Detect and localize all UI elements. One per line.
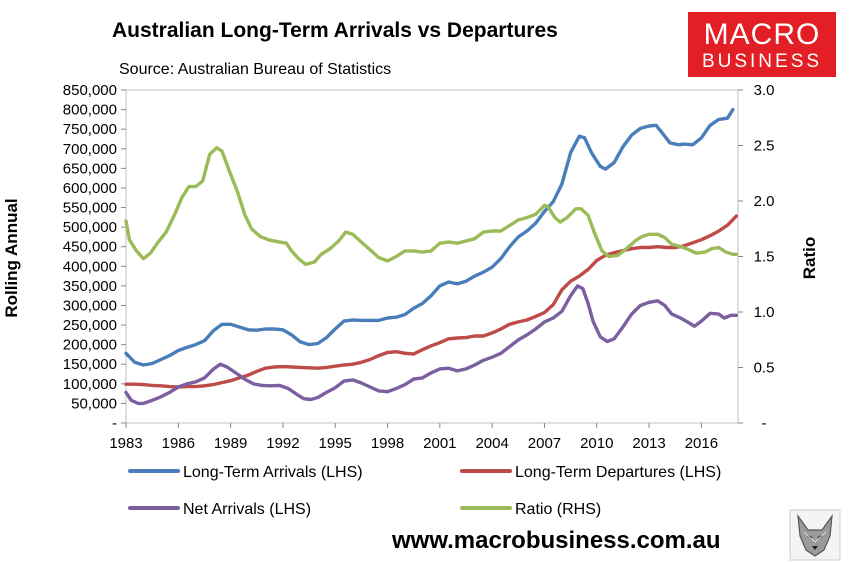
macrobusiness-logo: MACRO BUSINESS [688,12,836,77]
y-right-tick-label: 2.5 [754,138,775,155]
series-line-long-term-arrivals [124,107,735,367]
y-axis-left-title: Rolling Annual [2,198,21,317]
chart-title: Australian Long-Term Arrivals vs Departu… [112,19,558,42]
y-left-tick-label: - [112,415,117,432]
y-right-tick-label: 1.5 [754,249,775,266]
series-line-long-term-departures [124,214,738,389]
y-left-tick-label: 350,000 [63,278,117,295]
wolf-icon [789,509,841,561]
y-right-tick-label: 3.0 [754,82,775,99]
y-left-tick-label: 150,000 [63,356,117,373]
x-tick-label: 1995 [319,435,352,452]
x-tick-label: 2013 [632,435,665,452]
x-tick-label: 1992 [266,435,299,452]
logo-background [688,12,836,77]
y-left-tick-label: 500,000 [63,219,117,236]
website-url: www.macrobusiness.com.au [391,527,721,554]
x-tick-label: 2001 [423,435,456,452]
y-left-tick-label: 750,000 [63,121,117,138]
y-left-tick-label: 100,000 [63,376,117,393]
x-tick-label: 1986 [162,435,195,452]
x-tick-label: 2016 [685,435,718,452]
y-right-tick-label: 1.0 [754,304,775,321]
y-right-tick-label: - [762,415,767,432]
y-left-tick-label: 600,000 [63,180,117,197]
y-left-tick-label: 450,000 [63,239,117,256]
y-left-tick-label: 700,000 [63,141,117,158]
x-axis: 1983 1986 1989 1992 1995 1998 2001 2004 2007 2010… [109,423,718,452]
x-tick-label: 1998 [371,435,404,452]
x-tick-label: 1983 [109,435,142,452]
series-line-net-arrivals [124,284,738,406]
logo-line2: BUSINESS [702,51,822,72]
y-right-tick-label: 0.5 [754,360,775,377]
y-left-tick-label: 250,000 [63,317,117,334]
x-tick-label: 1989 [214,435,247,452]
y-right-tick-label: 2.0 [754,193,775,210]
y-left-tick-label: 50,000 [71,395,117,412]
y-left-tick-label: 550,000 [63,200,117,217]
series-line-ratio [124,145,738,266]
legend-item-label: Ratio (RHS) [515,501,601,518]
y-axis-right-title: Ratio [800,237,819,280]
logo-line1: MACRO [704,18,821,51]
legend-item-label: Long-Term Departures (LHS) [515,464,721,481]
y-left-tick-label: 800,000 [63,102,117,119]
y-left-tick-label: 300,000 [63,297,117,314]
y-left-tick-label: 400,000 [63,258,117,275]
y-axis-left: - 50,000 100,000 150,000 200,000 250,000 300,0… [63,82,126,432]
y-axis-right: - 0.5 1.0 1.5 2.0 2.5 3.0 [738,82,774,432]
chart-subtitle: Source: Australian Bureau of Statistics [119,61,391,78]
series-lines [124,107,738,406]
x-tick-label: 2010 [580,435,613,452]
legend-item-label: Long-Term Arrivals (LHS) [183,464,363,481]
y-left-tick-label: 850,000 [63,82,117,99]
x-tick-label: 2007 [528,435,561,452]
y-left-tick-label: 200,000 [63,337,117,354]
y-left-tick-label: 650,000 [63,160,117,177]
legend: Long-Term Arrivals (LHS) Long-Term Depart… [128,464,721,518]
x-tick-label: 2004 [475,435,508,452]
legend-item-label: Net Arrivals (LHS) [183,501,311,518]
